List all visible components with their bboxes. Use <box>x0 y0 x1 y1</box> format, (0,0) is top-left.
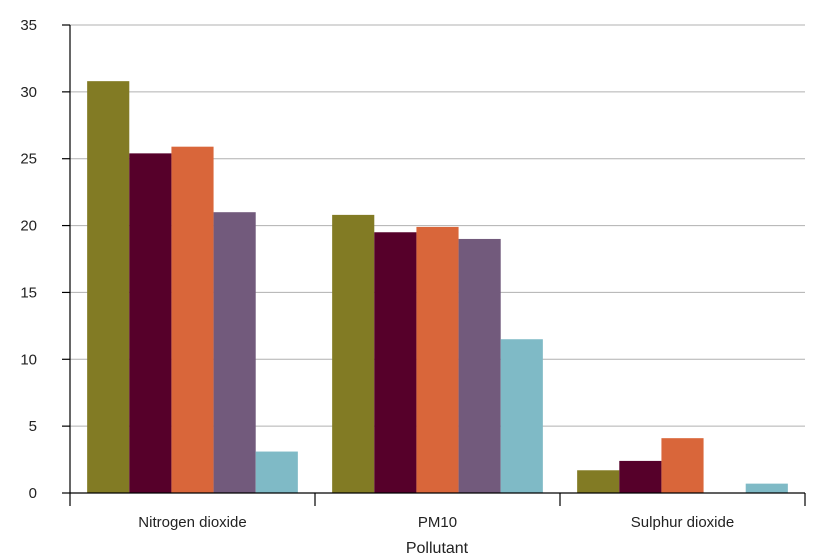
y-tick-label: 25 <box>20 151 37 168</box>
bar <box>129 153 172 493</box>
y-tick-label: 20 <box>20 218 37 235</box>
y-tick-label: 35 <box>20 17 37 34</box>
bar <box>255 451 298 493</box>
bar <box>416 226 459 493</box>
x-axis-title: Pollutant <box>406 540 469 557</box>
x-ticks: Nitrogen dioxide PM10 Sulphur dioxide <box>69 493 806 531</box>
y-tick-label: 10 <box>20 351 37 368</box>
bar <box>661 438 704 493</box>
axes <box>69 25 805 494</box>
x-tick-label: PM10 <box>418 514 457 531</box>
y-ticks: 0 5 10 15 20 25 30 35 <box>20 17 70 502</box>
bars <box>87 81 788 494</box>
bar <box>171 146 214 493</box>
bar <box>745 483 788 493</box>
y-tick-label: 5 <box>29 418 37 435</box>
x-tick-label: Nitrogen dioxide <box>138 514 246 531</box>
bar <box>458 238 501 493</box>
bar <box>374 232 417 493</box>
bar <box>500 339 543 493</box>
y-tick-label: 30 <box>20 84 37 101</box>
bar <box>577 470 620 493</box>
y-tick-label: 0 <box>29 485 37 502</box>
bar <box>619 460 662 493</box>
bar <box>213 212 256 493</box>
y-tick-label: 15 <box>20 284 37 301</box>
bar <box>332 214 375 494</box>
x-tick-label: Sulphur dioxide <box>631 514 734 531</box>
bar <box>87 81 130 493</box>
